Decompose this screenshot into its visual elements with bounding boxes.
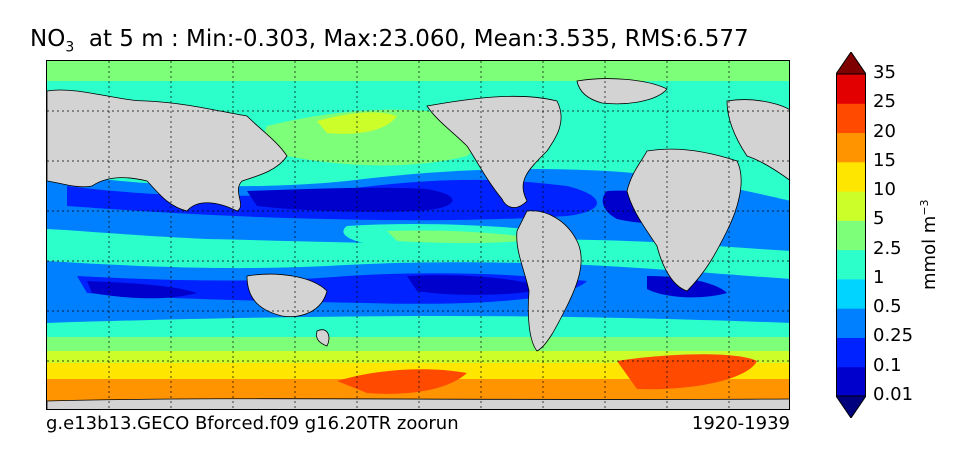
colorbar-tick-label: 35 [873, 62, 896, 83]
colorbar-tick-label: 20 [873, 120, 896, 142]
colorbar-tick-label: 2.5 [873, 237, 902, 259]
north-pacific-yellow [317, 112, 397, 134]
equatorial-pacific-core [387, 230, 537, 244]
band-arctic [47, 61, 789, 81]
colorbar [836, 52, 866, 418]
colorbar-cell [836, 337, 866, 368]
colorbar-extension-high [836, 52, 866, 75]
colorbar-tick-label: 15 [873, 149, 896, 171]
colorbar-extension-low [836, 395, 866, 418]
north-pacific-green [265, 109, 475, 166]
run-name-label: g.e13b13.GECO Bforced.f09 g16.20TR zooru… [46, 413, 459, 434]
europe [726, 99, 789, 181]
australia [246, 273, 328, 318]
colorbar-cell [836, 366, 866, 397]
colorbar-tick-label: 5 [873, 208, 885, 230]
chart-title: NO3 at 5 m : Min:-0.303, Max:23.060, Mea… [30, 26, 749, 56]
antarctica [47, 398, 789, 409]
ocean-field-map [47, 61, 789, 409]
weddell-sea-high [617, 354, 757, 390]
colorbar-cell [836, 161, 866, 192]
map-grid [47, 61, 789, 409]
colorbar-cell [836, 249, 866, 280]
africa [626, 148, 742, 292]
colorbar-tick-label: 25 [873, 91, 896, 113]
colorbar-tick-label: 0.5 [873, 296, 902, 318]
colorbar-frame [836, 73, 866, 397]
map-panel [46, 60, 790, 410]
period-label: 1920-1939 [691, 413, 790, 434]
colorbar-cell [836, 278, 866, 309]
colorbar-tick-label: 0.25 [873, 325, 914, 347]
south-america [516, 210, 582, 352]
colorbar-unit-label: mmol m−3 [918, 199, 940, 290]
colorbar-cell [836, 103, 866, 134]
indian-gyre-core [87, 281, 197, 299]
ross-sea-high [337, 369, 467, 394]
colorbar-cell [836, 132, 866, 163]
colorbar-tick-label: 0.01 [873, 384, 914, 405]
band-south-3 [47, 351, 789, 363]
band-south-1 [47, 323, 789, 337]
colorbar-tick-label: 0.1 [873, 354, 902, 376]
north-pacific-gyre-core [247, 187, 453, 212]
new-zealand [316, 329, 330, 347]
colorbar-tick-label: 10 [873, 179, 896, 201]
colorbar-tick-label: 1 [873, 266, 885, 288]
colorbar-cell [836, 191, 866, 221]
north-america [426, 95, 562, 208]
colorbar-cell [836, 220, 866, 251]
band-south-2 [47, 337, 789, 351]
land-masses [47, 78, 789, 409]
colorbar-cell [836, 308, 866, 338]
colorbar-cell [836, 74, 866, 104]
eurasia-east [47, 89, 288, 212]
south-pacific-gyre-core [407, 275, 547, 295]
greenland [576, 78, 668, 105]
